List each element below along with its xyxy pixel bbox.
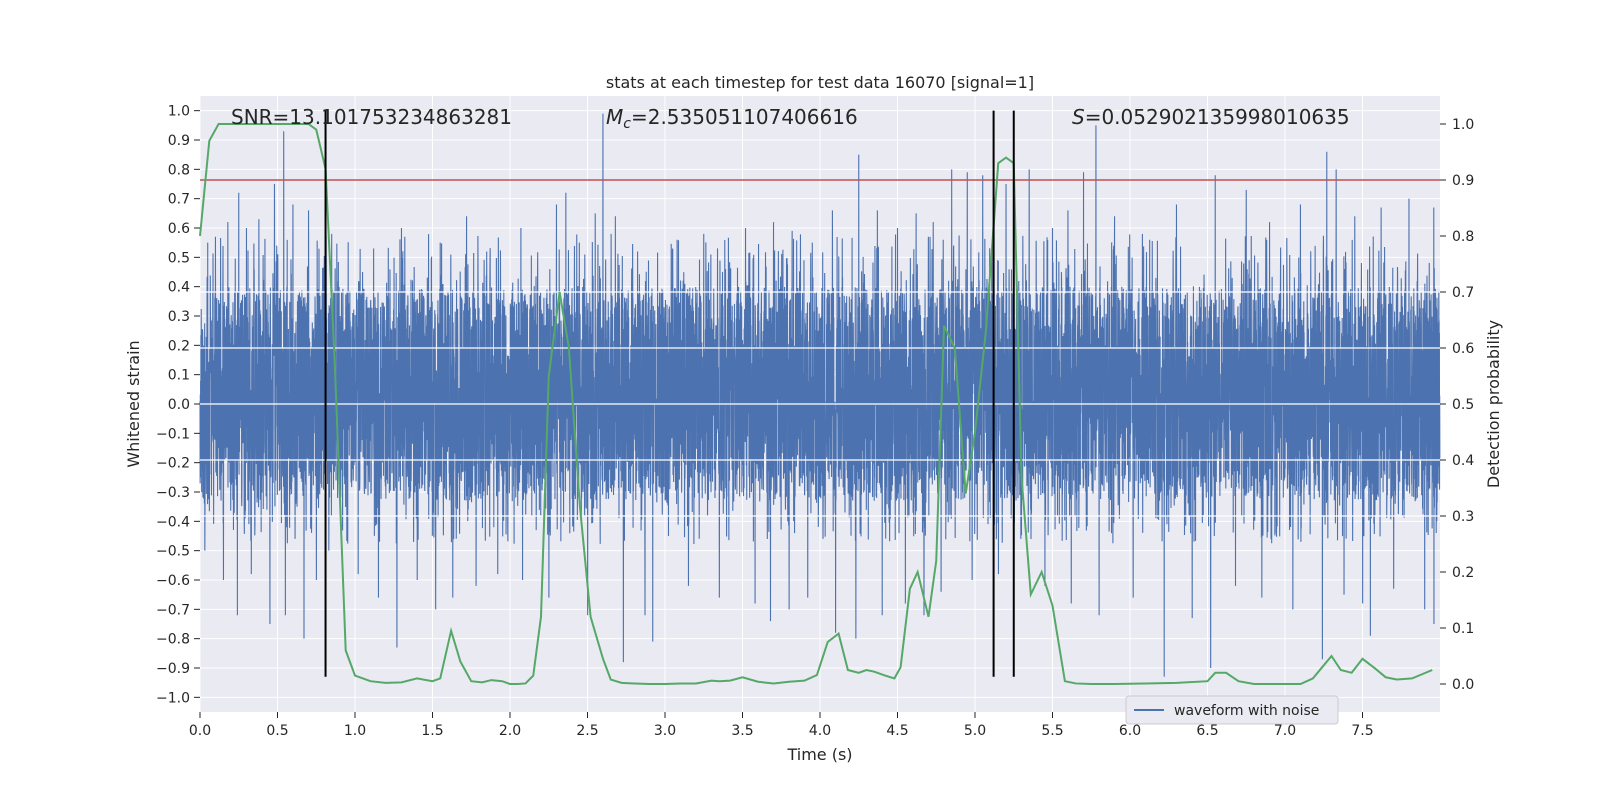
chirp-mass-symbol: M: [606, 105, 623, 129]
y-tick-label-3: −0.7: [156, 602, 190, 618]
y-tick-label-9: −0.1: [156, 426, 190, 442]
waveform-series: [199, 113, 1441, 677]
snr-annotation: SNR=13.101753234863281: [231, 105, 512, 129]
s-annotation: S=0.052902135998010635: [1072, 105, 1350, 129]
y2-tick-label-3: 0.3: [1452, 509, 1474, 525]
y-tick-label-16: 0.6: [168, 221, 190, 237]
y-tick-label-1: −0.9: [156, 661, 190, 677]
y2-tick-label-0: 0.0: [1452, 677, 1474, 693]
y-tick-label-18: 0.8: [168, 162, 190, 178]
x-tick-label-5: 2.5: [576, 723, 598, 739]
y2-axis-label: Detection probability: [1484, 320, 1503, 488]
y-tick-label-13: 0.3: [168, 309, 190, 325]
detection-probability-line: [199, 123, 1433, 685]
x-tick-label-12: 6.0: [1119, 723, 1141, 739]
x-tick-label-10: 5.0: [964, 723, 986, 739]
y2-axis-ticks: 0.0 0.1 0.2 0.3 0.4 0.5 0.6 0.7 0.8 0.9 1.0: [1440, 117, 1474, 693]
x-tick-label-15: 7.5: [1351, 723, 1373, 739]
y-tick-label-10: 0.0: [168, 397, 190, 413]
y-tick-label-6: −0.4: [156, 514, 190, 530]
y2-tick-label-6: 0.6: [1452, 341, 1474, 357]
legend-label: waveform with noise: [1174, 703, 1319, 719]
x-tick-label-1: 0.5: [266, 723, 288, 739]
x-tick-label-0: 0.0: [189, 723, 211, 739]
y2-tick-label-10: 1.0: [1452, 117, 1474, 133]
y2-tick-label-2: 0.2: [1452, 565, 1474, 581]
y-tick-label-7: −0.3: [156, 485, 190, 501]
y-tick-label-0: −1.0: [156, 690, 190, 706]
s-value: =0.052902135998010635: [1085, 105, 1350, 129]
marker-lines: [324, 110, 1015, 677]
x-tick-label-4: 2.0: [499, 723, 521, 739]
y-tick-label-11: 0.1: [168, 368, 190, 384]
y-tick-label-19: 0.9: [168, 133, 190, 149]
y-tick-label-17: 0.7: [168, 192, 190, 208]
y-axis-ticks: −1.0 −0.9 −0.8 −0.7 −0.6 −0.5 −0.4 −0.3 −0.2 −0.1…: [156, 104, 200, 706]
x-tick-label-11: 5.5: [1041, 723, 1063, 739]
chart-title: stats at each timestep for test data 160…: [606, 73, 1034, 92]
chirp-mass-subscript: c: [623, 116, 631, 132]
y-tick-label-12: 0.2: [168, 338, 190, 354]
legend-box: [1125, 695, 1339, 725]
y2-tick-label-1: 0.1: [1452, 621, 1474, 637]
y2-tick-label-9: 0.9: [1452, 173, 1474, 189]
y-tick-label-15: 0.5: [168, 250, 190, 266]
y-tick-label-20: 1.0: [168, 104, 190, 120]
waveform-line: [199, 113, 1441, 677]
x-tick-label-3: 1.5: [421, 723, 443, 739]
threshold-line: [200, 179, 1440, 517]
y-tick-label-4: −0.6: [156, 573, 190, 589]
x-tick-label-13: 6.5: [1196, 723, 1218, 739]
y-tick-label-14: 0.4: [168, 280, 190, 296]
x-axis-label: Time (s): [786, 745, 852, 764]
x-tick-label-6: 3.0: [654, 723, 676, 739]
y2-tick-label-5: 0.5: [1452, 397, 1474, 413]
s-symbol: S: [1072, 105, 1085, 129]
y2-tick-label-4: 0.4: [1452, 453, 1474, 469]
x-tick-label-7: 3.5: [731, 723, 753, 739]
y-tick-label-8: −0.2: [156, 456, 190, 472]
x-tick-label-2: 1.0: [344, 723, 366, 739]
legend: waveform with noise: [1125, 695, 1339, 725]
x-tick-label-9: 4.5: [886, 723, 908, 739]
x-axis-ticks: 0.0 0.5 1.0 1.5 2.0 2.5 3.0 3.5 4.0 4.5 5.0 5.5 6.0 6…: [189, 712, 1374, 739]
chirp-mass-annotation: Mc=2.535051107406616: [606, 105, 858, 132]
y2-tick-label-7: 0.7: [1452, 285, 1474, 301]
x-tick-label-8: 4.0: [809, 723, 831, 739]
x-tick-label-14: 7.0: [1274, 723, 1296, 739]
y-tick-label-5: −0.5: [156, 544, 190, 560]
y2-tick-label-8: 0.8: [1452, 229, 1474, 245]
y-tick-label-2: −0.8: [156, 632, 190, 648]
chirp-mass-value: =2.535051107406616: [631, 105, 858, 129]
y-axis-label: Whitened strain: [124, 340, 143, 467]
detection-probability-series: [199, 123, 1433, 685]
